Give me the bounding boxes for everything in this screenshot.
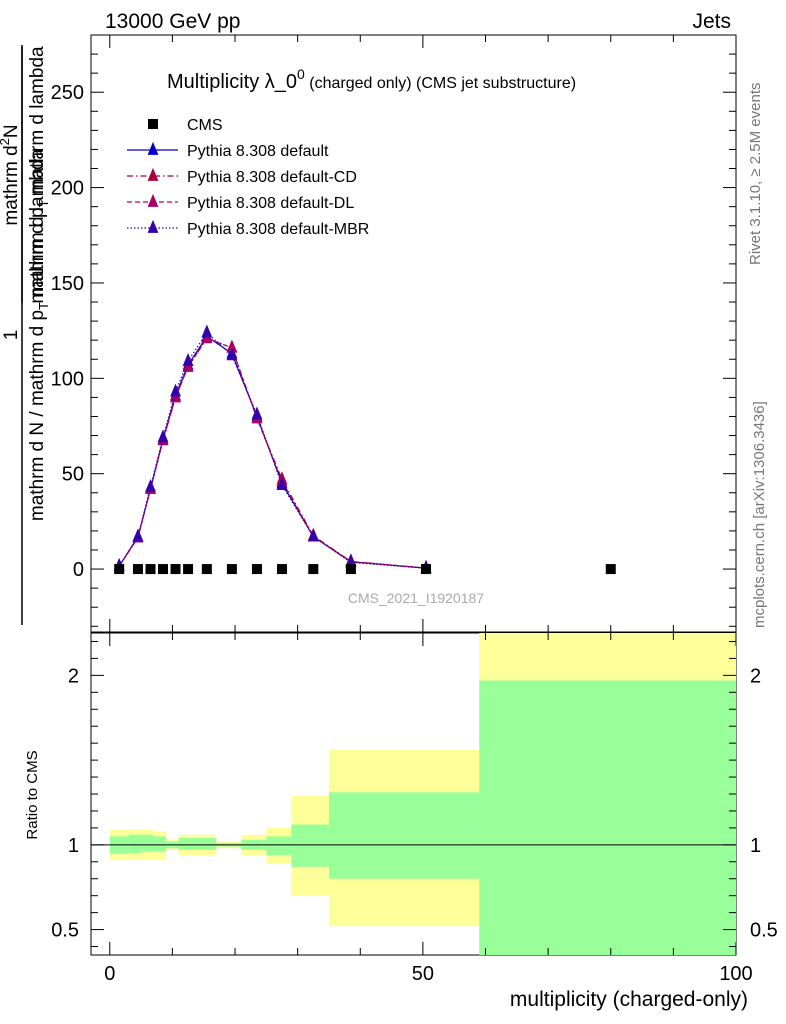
main-ytick-label: 0 bbox=[73, 559, 84, 581]
xtick-label: 50 bbox=[412, 963, 434, 985]
series-line bbox=[118, 337, 427, 569]
data-point bbox=[226, 339, 238, 353]
mcplots-label: mcplots.cern.ch [arXiv:1306.3436] bbox=[751, 401, 768, 628]
data-point bbox=[183, 564, 194, 575]
y-label-outer-denominator: mathrm d N / mathrm d pT mathrm d lambda bbox=[27, 148, 51, 521]
data-point bbox=[201, 324, 213, 338]
legend-entry: Pythia 8.308 default-DL bbox=[127, 193, 354, 212]
y-label-outer-numerator: 1 bbox=[1, 330, 22, 341]
data-point bbox=[421, 564, 432, 575]
rivet-label: Rivet 3.1.10, ≥ 2.5M events bbox=[747, 83, 764, 266]
ratio-ytick-label: 2 bbox=[68, 665, 79, 687]
ratio-inner-band bbox=[291, 824, 329, 867]
xtick-label: 100 bbox=[719, 963, 752, 985]
legend-entry: CMS bbox=[148, 117, 223, 134]
process-label: Jets bbox=[692, 10, 731, 33]
main-axes: 0 50 100 150 200 250 bbox=[51, 34, 737, 632]
data-point bbox=[114, 564, 125, 575]
data-point bbox=[132, 528, 144, 542]
legend-marker bbox=[147, 219, 159, 233]
main-ytick-label: 250 bbox=[51, 82, 84, 104]
legend-label: CMS bbox=[187, 117, 223, 134]
series-pythia-8-308-default-cd bbox=[113, 330, 432, 573]
series-pythia-8-308-default-mbr bbox=[113, 324, 432, 574]
main-ytick-label: 150 bbox=[51, 273, 84, 295]
data-point bbox=[157, 429, 169, 443]
ratio-y-label: Ratio to CMS bbox=[24, 750, 41, 839]
xtick-label: 0 bbox=[104, 963, 115, 985]
ratio-ytick-label-right: 0.5 bbox=[750, 920, 778, 942]
y-label-inner-denominator: mathrm d pT mathrm d lambda bbox=[27, 46, 51, 304]
data-point bbox=[226, 347, 238, 361]
data-point bbox=[251, 564, 262, 575]
ratio-inner-band bbox=[266, 836, 292, 856]
data-point bbox=[226, 564, 237, 575]
legend-entry: Pythia 8.308 default bbox=[127, 141, 329, 160]
ratio-inner-band bbox=[328, 792, 480, 879]
legend-marker bbox=[147, 167, 159, 181]
legend-marker bbox=[147, 193, 159, 207]
main-ytick-label: 100 bbox=[51, 368, 84, 390]
ratio-ytick-label: 1 bbox=[68, 835, 79, 857]
ratio-inner-band bbox=[141, 834, 154, 852]
legend-marker bbox=[148, 119, 158, 129]
y-axis-label: 1 mathrm d N / mathrm d pT mathrm d lamb… bbox=[0, 45, 51, 625]
ratio-axes: 0.5 0.5 1 1 2 2 0 50 100 bbox=[51, 633, 778, 985]
data-point bbox=[251, 406, 263, 420]
data-point bbox=[307, 528, 319, 542]
main-frame bbox=[90, 34, 737, 633]
ratio-ytick-label-right: 2 bbox=[750, 665, 761, 687]
legend-label: Pythia 8.308 default bbox=[187, 143, 329, 160]
x-axis-label: multiplicity (charged-only) bbox=[510, 988, 748, 1011]
legend-label: Pythia 8.308 default-MBR bbox=[187, 221, 369, 238]
legend-label: Pythia 8.308 default-CD bbox=[187, 169, 357, 186]
legend-entry: Pythia 8.308 default-MBR bbox=[127, 219, 369, 238]
ratio-ytick-label-right: 1 bbox=[750, 835, 761, 857]
analysis-watermark: CMS_2021_I1920187 bbox=[348, 590, 484, 606]
ratio-inner-band bbox=[197, 838, 217, 850]
legend-entry: Pythia 8.308 default-CD bbox=[127, 167, 357, 186]
data-point bbox=[605, 564, 616, 575]
data-point bbox=[158, 564, 169, 575]
legend-label: Pythia 8.308 default-DL bbox=[187, 195, 354, 212]
y-label-inner-numerator: mathrm d2N bbox=[0, 124, 22, 225]
ratio-bands bbox=[91, 633, 736, 955]
series-pythia-8-308-default-dl bbox=[113, 330, 432, 573]
plot-title: Multiplicity λ_00 (charged only) (CMS je… bbox=[167, 66, 576, 93]
data-point bbox=[201, 564, 212, 575]
ratio-inner-band bbox=[178, 838, 198, 850]
data-point bbox=[276, 477, 288, 490]
data-point bbox=[145, 478, 156, 492]
energy-label: 13000 GeV pp bbox=[105, 10, 240, 33]
main-ytick-label: 200 bbox=[51, 178, 84, 200]
data-point bbox=[170, 383, 181, 397]
data-point bbox=[308, 564, 319, 575]
series-line bbox=[118, 335, 427, 569]
main-ytick-label: 50 bbox=[62, 464, 84, 486]
data-point bbox=[170, 564, 181, 575]
series-line bbox=[118, 331, 427, 569]
data-point bbox=[132, 564, 143, 575]
series-layer bbox=[113, 324, 616, 575]
series-pythia-8-308-default bbox=[113, 328, 432, 573]
data-point bbox=[345, 554, 357, 568]
data-point bbox=[145, 564, 156, 575]
series-line bbox=[118, 337, 427, 569]
legend-marker bbox=[147, 141, 159, 155]
ratio-ytick-label: 0.5 bbox=[51, 920, 79, 942]
ratio-inner-band bbox=[153, 836, 167, 852]
ratio-inner-band bbox=[479, 680, 736, 955]
data-point bbox=[182, 353, 194, 367]
y-label-inner-fraction: mathrm d2N mathrm d pT mathrm d lambda bbox=[0, 46, 51, 304]
ratio-inner-band bbox=[128, 834, 142, 854]
series-cms bbox=[114, 564, 616, 575]
data-point bbox=[276, 564, 287, 575]
legend: CMS Pythia 8.308 default Pythia 8.308 defa… bbox=[127, 117, 369, 238]
data-point bbox=[345, 564, 356, 575]
